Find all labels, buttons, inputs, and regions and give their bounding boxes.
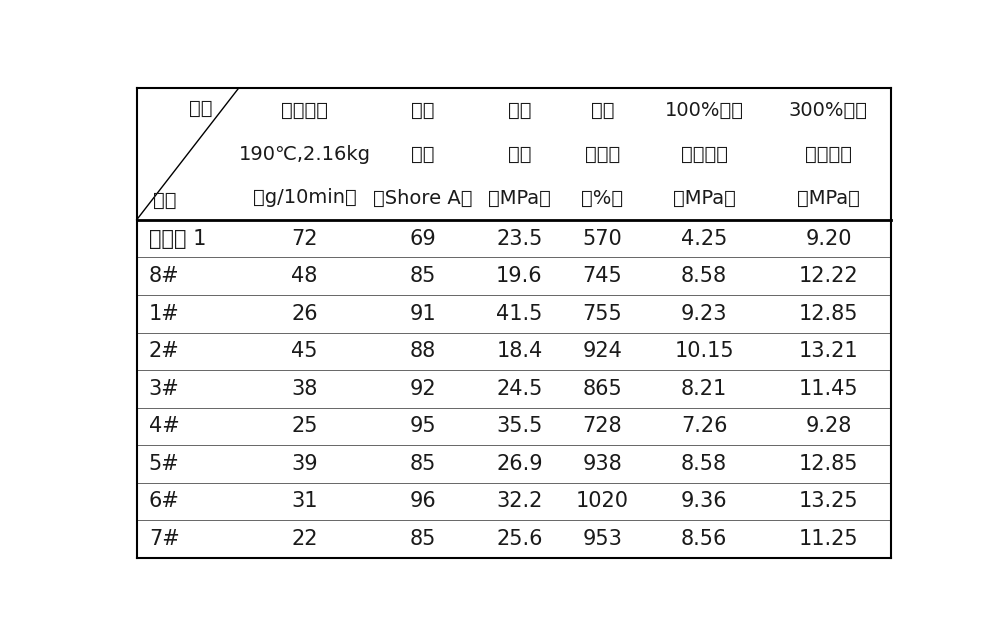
Text: 断裂: 断裂 [591,101,614,120]
Text: 23.5: 23.5 [496,229,543,249]
Text: 300%应力: 300%应力 [789,101,868,120]
Text: 25.6: 25.6 [496,529,543,549]
Text: 13.21: 13.21 [799,341,858,361]
Text: （MPa）: （MPa） [488,189,551,208]
Text: 拉伸模量: 拉伸模量 [681,145,728,164]
Text: 18.4: 18.4 [496,341,542,361]
Text: 8#: 8# [149,266,179,286]
Text: 48: 48 [291,266,318,286]
Text: 100%应力: 100%应力 [665,101,744,120]
Text: 3#: 3# [149,379,180,399]
Text: 755: 755 [582,304,622,324]
Text: 26.9: 26.9 [496,454,543,474]
Text: 85: 85 [410,529,436,549]
Text: （MPa）: （MPa） [673,189,736,208]
Text: 570: 570 [582,229,622,249]
Text: 11.25: 11.25 [799,529,858,549]
Text: 31: 31 [291,491,318,511]
Text: 85: 85 [410,266,436,286]
Text: 8.58: 8.58 [681,454,727,474]
Text: 38: 38 [291,379,318,399]
Text: 12.22: 12.22 [799,266,858,286]
Text: 953: 953 [582,529,622,549]
Text: 13.25: 13.25 [799,491,858,511]
Text: 7.26: 7.26 [681,417,727,436]
Text: 9.28: 9.28 [805,417,852,436]
Text: 性能: 性能 [189,98,213,117]
Text: 1#: 1# [149,304,180,324]
Text: 9.23: 9.23 [681,304,727,324]
Text: 39: 39 [291,454,318,474]
Text: 6#: 6# [149,491,180,511]
Text: 12.85: 12.85 [799,454,858,474]
Text: 26: 26 [291,304,318,324]
Text: 745: 745 [582,266,622,286]
Text: 24.5: 24.5 [496,379,543,399]
Text: 85: 85 [410,454,436,474]
Text: （%）: （%） [581,189,623,208]
Text: 绍氏: 绍氏 [411,101,435,120]
Text: 伸长率: 伸长率 [585,145,620,164]
Text: 865: 865 [582,379,622,399]
Text: 45: 45 [291,341,318,361]
Text: 拉伸: 拉伸 [508,101,531,120]
Text: 10.15: 10.15 [674,341,734,361]
Text: 2#: 2# [149,341,180,361]
Text: 拉伸模量: 拉伸模量 [805,145,852,164]
Text: 92: 92 [410,379,436,399]
Text: 9.20: 9.20 [805,229,852,249]
Text: 96: 96 [410,491,437,511]
Text: 5#: 5# [149,454,180,474]
Text: 8.56: 8.56 [681,529,727,549]
Text: 924: 924 [582,341,622,361]
Text: 4.25: 4.25 [681,229,727,249]
Text: 12.85: 12.85 [799,304,858,324]
Text: 938: 938 [582,454,622,474]
Text: 8.58: 8.58 [681,266,727,286]
Text: 95: 95 [410,417,436,436]
Text: 72: 72 [291,229,318,249]
Text: 88: 88 [410,341,436,361]
Text: 11.45: 11.45 [799,379,858,399]
Text: 69: 69 [410,229,437,249]
Text: 728: 728 [582,417,622,436]
Text: 41.5: 41.5 [496,304,543,324]
Text: （g/10min）: （g/10min） [253,189,356,208]
Text: 比较例 1: 比较例 1 [149,229,206,249]
Text: 9.36: 9.36 [681,491,727,511]
Text: 硬度: 硬度 [411,145,435,164]
Text: 190℃,2.16kg: 190℃,2.16kg [238,145,370,164]
Text: 19.6: 19.6 [496,266,543,286]
Text: 熔融指数: 熔融指数 [281,101,328,120]
Text: （Shore A）: （Shore A） [373,189,473,208]
Text: 强度: 强度 [508,145,531,164]
Text: 1020: 1020 [576,491,629,511]
Text: 22: 22 [291,529,318,549]
Text: 25: 25 [291,417,318,436]
Text: 35.5: 35.5 [496,417,543,436]
Text: 7#: 7# [149,529,180,549]
Text: 4#: 4# [149,417,180,436]
Text: 样品: 样品 [153,190,177,210]
Text: 32.2: 32.2 [496,491,543,511]
Text: 8.21: 8.21 [681,379,727,399]
Text: （MPa）: （MPa） [797,189,860,208]
Text: 91: 91 [410,304,436,324]
